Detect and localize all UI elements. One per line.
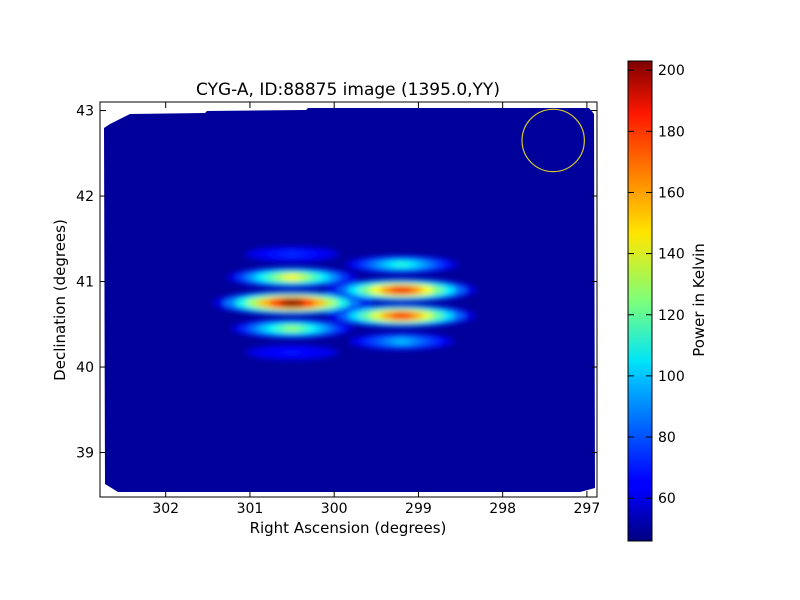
colorbar-tick-label: 140 xyxy=(658,247,685,263)
plot-frame xyxy=(99,101,598,498)
y-axis: 39 40 41 42 43 xyxy=(76,104,597,462)
y-tick-label: 40 xyxy=(76,360,94,376)
y-tick-label: 42 xyxy=(76,189,94,205)
y-tick-label: 41 xyxy=(76,275,94,291)
colorbar-tick-label: 60 xyxy=(658,491,676,507)
x-axis-label: Right Ascension (degrees) xyxy=(250,519,447,537)
fringe-3 xyxy=(244,246,340,262)
x-tick-label: 300 xyxy=(321,501,348,517)
x-tick-label: 298 xyxy=(489,501,516,517)
x-tick-label: 301 xyxy=(237,501,264,517)
fringe-8 xyxy=(348,332,455,350)
colorbar-tick-label: 120 xyxy=(658,308,685,324)
x-tick-label: 297 xyxy=(574,501,601,517)
heatmap-plot xyxy=(100,102,597,497)
fringe-6 xyxy=(326,278,478,302)
colorbar-axis: 60 80 100 120 140 160 180 200 xyxy=(628,63,685,507)
fringe-0 xyxy=(226,267,358,288)
chart-title: CYG-A, ID:88875 image (1395.0,YY) xyxy=(196,80,500,100)
y-tick-label: 43 xyxy=(76,104,94,120)
x-tick-label: 302 xyxy=(152,501,179,517)
colorbar-tick-label: 180 xyxy=(658,124,685,140)
colorbar-label: Power in Kelvin xyxy=(690,243,708,357)
x-axis: 302 301 300 299 298 297 xyxy=(152,102,600,517)
fringe-5 xyxy=(344,255,459,274)
colorbar xyxy=(627,60,653,542)
colorbar-tick-label: 200 xyxy=(658,63,685,79)
y-tick-label: 39 xyxy=(76,446,94,462)
fringe-1 xyxy=(212,290,373,315)
y-axis-label: Declination (degrees) xyxy=(51,219,69,381)
beam-circle xyxy=(521,108,585,173)
x-tick-label: 299 xyxy=(405,501,432,517)
fringe-2 xyxy=(230,319,354,339)
fringe-7 xyxy=(327,304,476,327)
colorbar-tick-label: 80 xyxy=(658,430,676,446)
fringe-4 xyxy=(245,344,339,361)
colorbar-tick-label: 100 xyxy=(658,369,685,385)
colorbar-tick-label: 160 xyxy=(658,185,685,201)
